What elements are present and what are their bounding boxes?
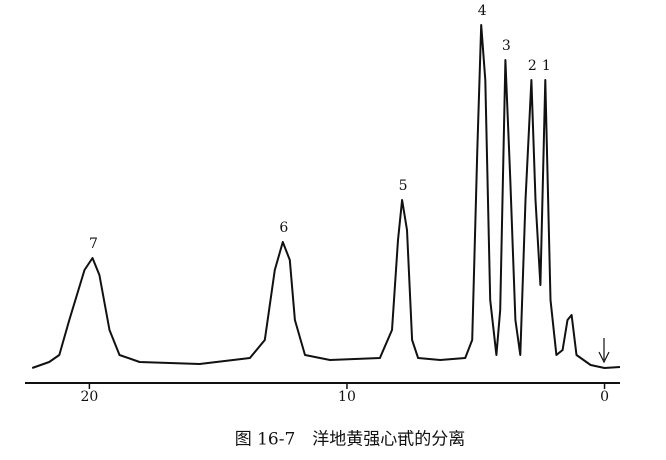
peak-label: 6: [279, 220, 288, 236]
peak-label: 7: [89, 236, 98, 252]
peak-label: 2: [528, 58, 537, 74]
x-tick-label: 20: [80, 389, 98, 405]
x-tick-label: 0: [600, 389, 609, 405]
peak-label: 5: [399, 178, 408, 194]
caption: 图 16-7 洋地黄强心甙的分离: [235, 430, 466, 450]
peak-label: 1: [542, 58, 551, 74]
peak-label: 3: [502, 38, 511, 54]
injection-arrow-head: [598, 351, 610, 364]
x-tick-label: 10: [338, 389, 356, 405]
chromatogram-line: [31, 24, 621, 369]
peak-label: 4: [478, 3, 487, 19]
